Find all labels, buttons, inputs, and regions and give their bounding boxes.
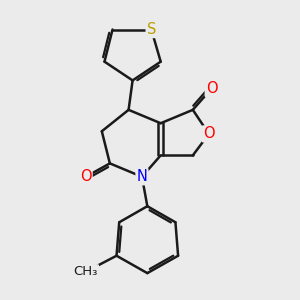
Text: O: O [203, 126, 215, 141]
Text: O: O [206, 81, 218, 96]
Text: N: N [136, 169, 147, 184]
Text: CH₃: CH₃ [74, 265, 98, 278]
Text: O: O [80, 169, 92, 184]
Text: S: S [147, 22, 156, 37]
